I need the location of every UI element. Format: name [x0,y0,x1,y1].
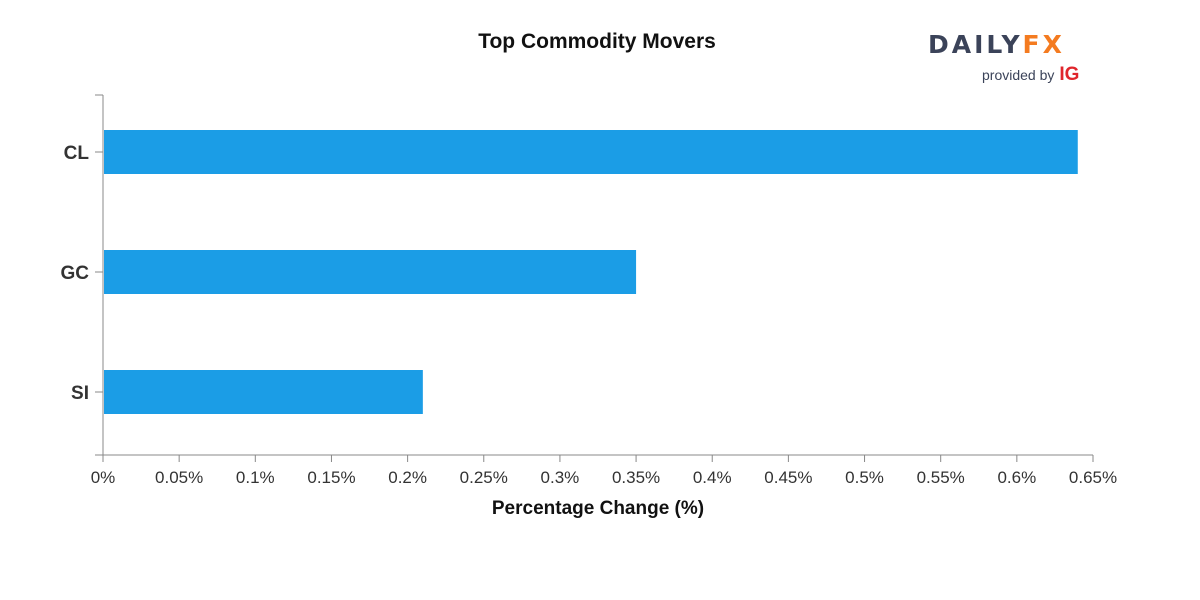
x-tick-label: 0.1% [236,468,275,487]
chart-title: Top Commodity Movers [478,30,716,53]
x-axis-title: Percentage Change (%) [492,498,704,519]
x-tick-label: 0.55% [917,468,965,487]
x-tick-label: 0.6% [997,468,1036,487]
bars-group [104,130,1078,414]
ig-logo-text: IG [1059,64,1080,85]
x-tick-label: 0.45% [764,468,812,487]
bar-si [104,370,423,414]
x-tick-label: 0% [91,468,116,487]
x-tick-label: 0.25% [460,468,508,487]
dailyfx-logo: DAILYFX provided by IG [928,28,1088,86]
bar-gc [104,250,637,294]
brand-wordmark: DAILYFX [928,28,1088,62]
x-tick-label: 0.65% [1069,468,1117,487]
y-tick-label: GC [61,263,90,284]
brand-provided-by: provided by IG [982,64,1079,86]
x-tick-label: 0.3% [541,468,580,487]
y-axis: CL GC SI [61,94,104,455]
x-axis: 0% 0.05% 0.1% 0.15% 0.2% 0.25% 0.3% 0.35% 0.4% 0.… [91,454,1117,487]
x-tick-label: 0.5% [845,468,884,487]
x-tick-label: 0.2% [388,468,427,487]
x-tick-label: 0.15% [307,468,355,487]
x-tick-label: 0.05% [155,468,203,487]
brand-daily-text: DAILY [928,30,1023,59]
y-tick-label: SI [71,383,89,404]
brand-fx-text: FX [1022,30,1065,59]
x-tick-label: 0.4% [693,468,732,487]
bar-cl [104,130,1078,174]
x-tick-label: 0.35% [612,468,660,487]
provided-by-text: provided by [982,67,1055,83]
y-tick-label: CL [64,143,90,164]
